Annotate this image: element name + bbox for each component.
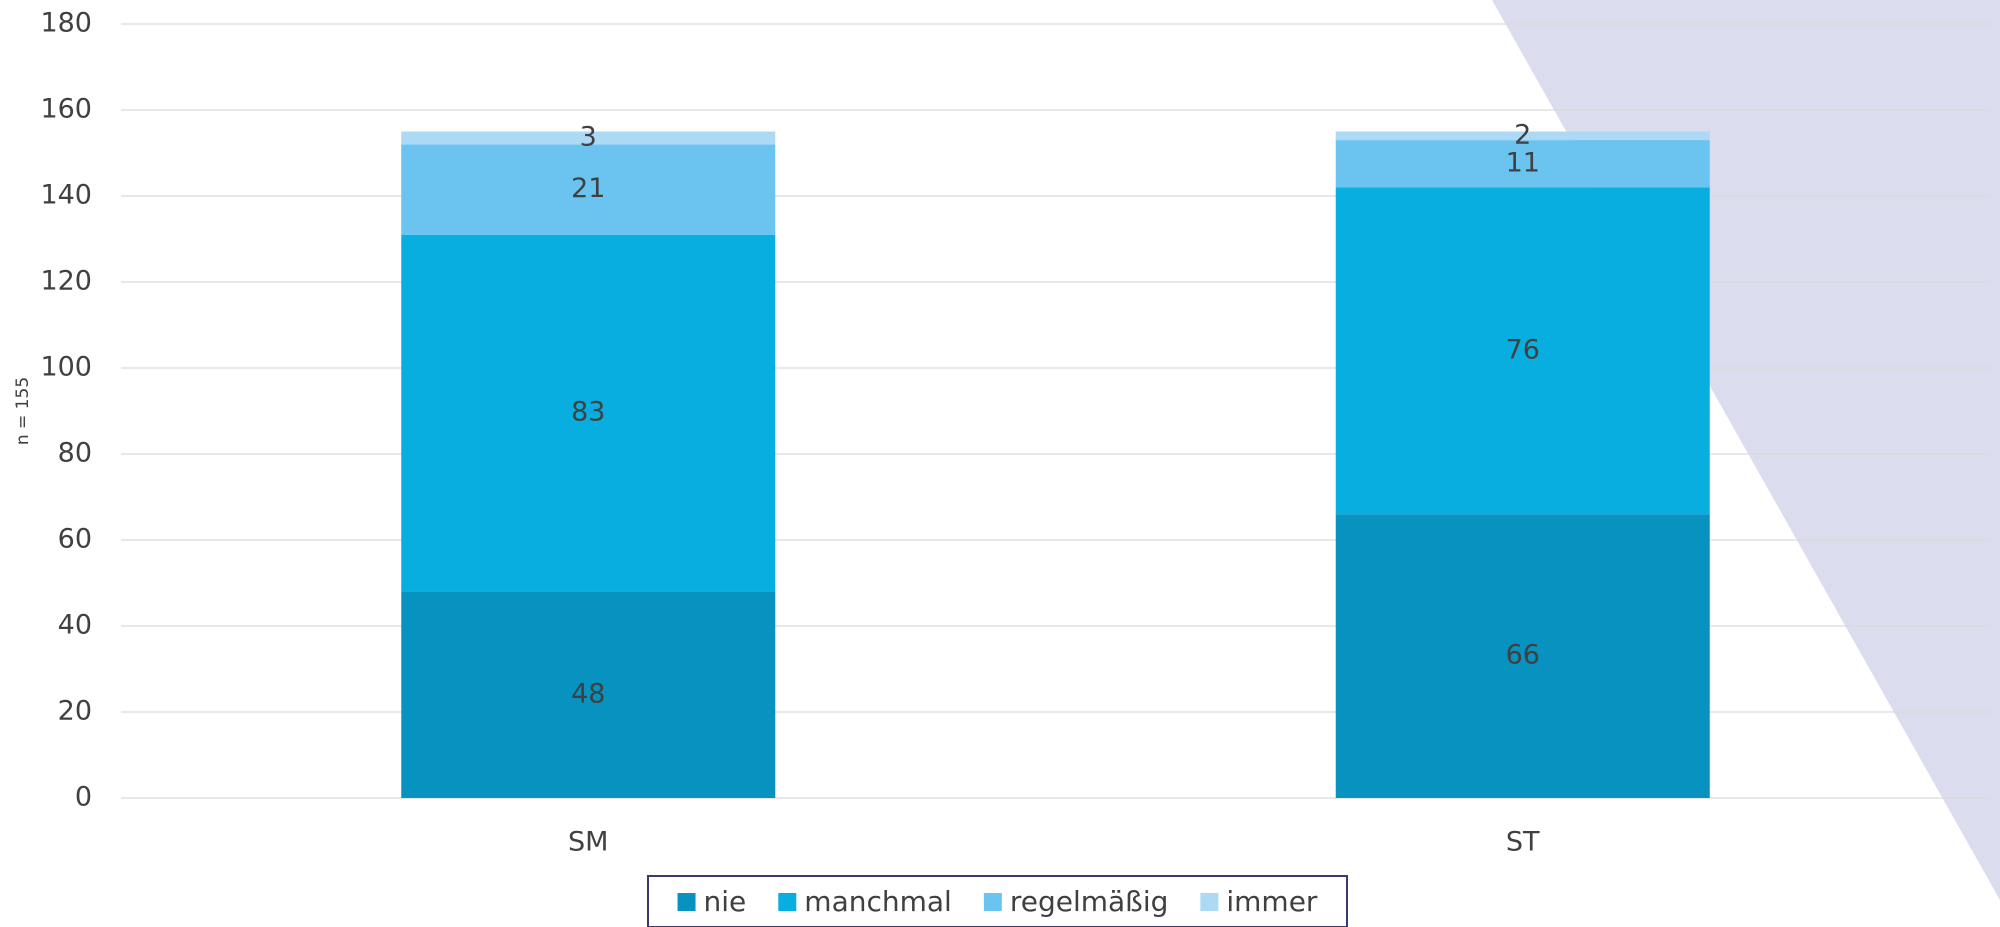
y-tick-label: 140	[40, 180, 92, 211]
legend-label: immer	[1226, 885, 1318, 918]
y-tick-label: 20	[58, 696, 92, 727]
bar-segment	[401, 591, 776, 798]
y-tick-label: 0	[75, 782, 92, 813]
legend-swatch	[677, 893, 696, 911]
y-tick-label: 100	[40, 352, 92, 383]
x-tick-label: ST	[1506, 827, 1540, 858]
bar-segment	[1335, 514, 1710, 798]
legend-label: regelmäßig	[1010, 885, 1169, 918]
legend-label: manchmal	[804, 885, 952, 918]
data-label: 76	[1506, 334, 1540, 365]
legend-swatch	[1200, 893, 1219, 911]
bar-segment	[1335, 187, 1710, 515]
legend-label: nie	[704, 885, 747, 918]
data-label: 83	[571, 397, 605, 428]
y-tick-label: 60	[58, 524, 92, 555]
y-tick-label: 180	[40, 8, 92, 39]
y-tick-label: 80	[58, 438, 92, 469]
y-axis-label: n = 155	[13, 377, 33, 445]
x-tick-label: SM	[568, 827, 608, 858]
data-label: 21	[571, 173, 605, 204]
y-tick-label: 120	[40, 266, 92, 297]
legend-swatch	[778, 893, 797, 911]
data-label: 66	[1506, 640, 1540, 671]
data-label: 2	[1514, 119, 1531, 150]
bar-segment	[401, 131, 776, 145]
data-label: 3	[580, 121, 597, 152]
data-label: 48	[571, 678, 605, 709]
data-label: 11	[1506, 147, 1540, 178]
bar-segment	[1335, 140, 1710, 188]
legend-swatch	[983, 893, 1002, 911]
y-tick-label: 40	[58, 610, 92, 641]
y-tick-label: 160	[40, 94, 92, 125]
bar-segment	[401, 234, 776, 592]
bar-segment	[401, 144, 776, 235]
bar-segment	[1335, 131, 1710, 141]
